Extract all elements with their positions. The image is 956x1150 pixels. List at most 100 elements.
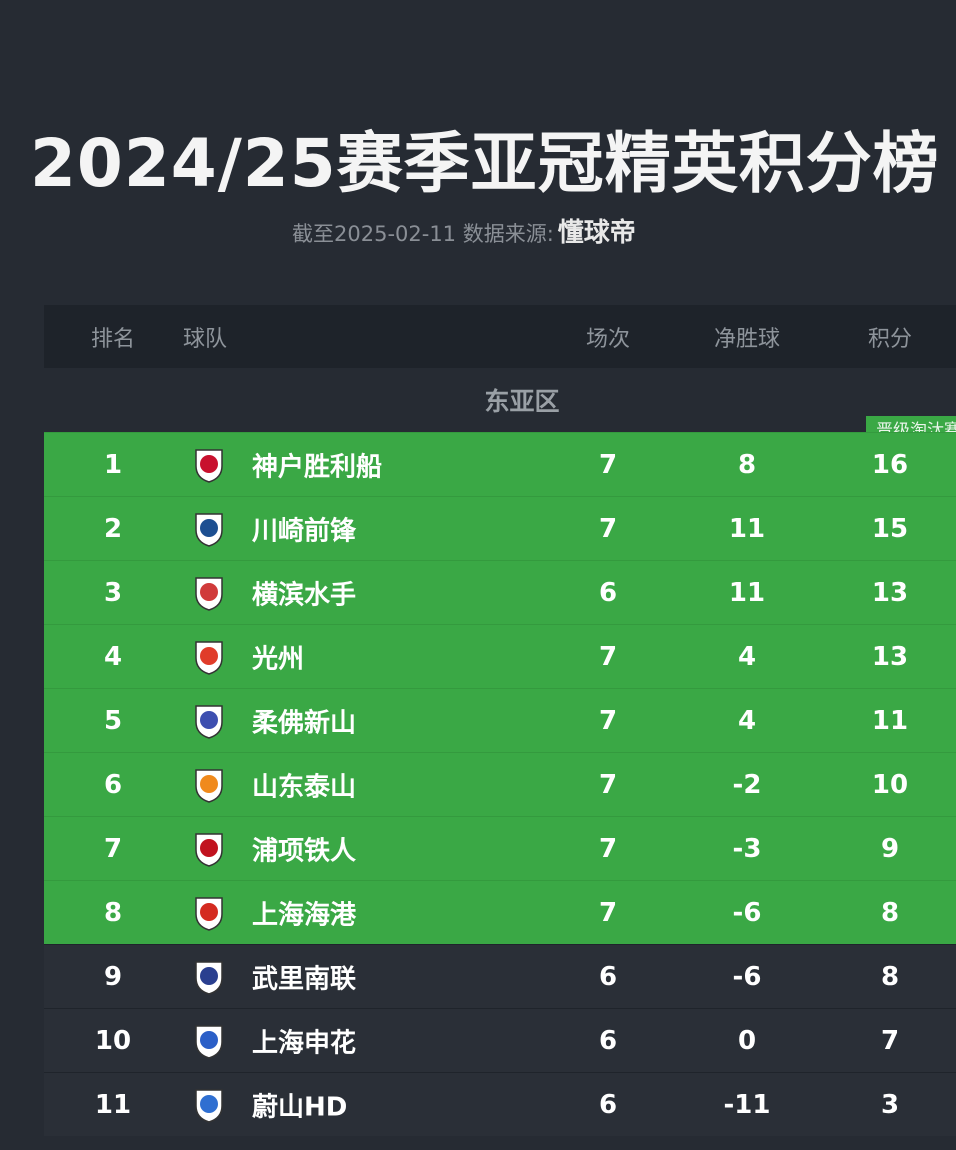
rank: 2 (103, 513, 123, 544)
points: 13 (871, 577, 909, 608)
rank: 10 (94, 1025, 132, 1056)
logo-emblem (200, 967, 218, 985)
team-logo (195, 513, 223, 547)
team-name: 柔佛新山 (252, 708, 357, 738)
played: 6 (598, 577, 618, 608)
points: 11 (871, 705, 909, 736)
rank: 7 (103, 833, 123, 864)
goal-difference: 4 (737, 641, 757, 672)
points: 8 (880, 961, 900, 992)
team-name: 蔚山HD (252, 1092, 348, 1122)
team-logo (195, 833, 223, 867)
table-row: 2 川崎前锋 7 11 15 (44, 496, 956, 560)
rank: 8 (103, 897, 123, 928)
title: 2024/25赛季亚冠精英积分榜 (30, 125, 940, 202)
rank: 4 (103, 641, 123, 672)
goal-difference: 4 (737, 705, 757, 736)
team-name: 神户胜利船 (252, 452, 383, 482)
team-name: 武里南联 (252, 964, 357, 994)
team-logo (195, 961, 223, 995)
rank: 6 (103, 769, 123, 800)
column-header: 排名 (90, 326, 136, 352)
table-row: 7 浦项铁人 7 -3 9 (44, 816, 956, 880)
column-header: 球队 (183, 326, 228, 352)
team-logo (195, 1025, 223, 1059)
goal-difference: 11 (728, 513, 766, 544)
team-logo (195, 705, 223, 739)
table-row: 3 横滨水手 6 11 13 (44, 560, 956, 624)
column-header: 积分 (867, 326, 913, 352)
column-header: 净胜球 (713, 326, 781, 352)
team-logo (195, 769, 223, 803)
team-name: 上海申花 (252, 1028, 357, 1058)
logo-emblem (200, 647, 218, 665)
points: 9 (880, 833, 900, 864)
table-row: 1 神户胜利船 7 8 16 (44, 432, 956, 496)
standings-table: 排名 球队 场次 净胜球 积分 东亚区 晋级淘汰赛 1 神户胜利船 7 8 16 2 川崎前… (44, 305, 956, 1136)
logo-emblem (200, 903, 218, 921)
played: 7 (598, 897, 618, 928)
team-name: 上海海港 (252, 900, 357, 930)
team-name: 光州 (252, 644, 305, 674)
played: 7 (598, 833, 618, 864)
goal-difference: -6 (732, 961, 762, 992)
played: 7 (598, 641, 618, 672)
team-name: 浦项铁人 (252, 836, 357, 866)
played: 7 (598, 513, 618, 544)
team-name: 横滨水手 (252, 580, 357, 610)
team-name: 山东泰山 (252, 772, 357, 802)
goal-difference: -2 (732, 769, 762, 800)
points: 13 (871, 641, 909, 672)
team-logo (195, 641, 223, 675)
goal-difference: 8 (737, 449, 757, 480)
subtitle: 截至2025-02-11 数据来源: 懂球帝 (292, 212, 636, 249)
table-row: 11 蔚山HD 6 -11 3 (44, 1072, 956, 1136)
column-header: 场次 (585, 326, 631, 352)
played: 6 (598, 1089, 618, 1120)
team-logo (195, 1089, 223, 1123)
logo-emblem (200, 583, 218, 601)
logo-emblem (200, 839, 218, 857)
table-header: 排名 球队 场次 净胜球 积分 (44, 305, 956, 368)
team-logo (195, 897, 223, 931)
played: 7 (598, 769, 618, 800)
table-row: 10 上海申花 6 0 7 (44, 1008, 956, 1072)
points: 7 (880, 1025, 900, 1056)
logo-emblem (200, 711, 218, 729)
table-row: 9 武里南联 6 -6 8 (44, 944, 956, 1008)
zone-row: 东亚区 晋级淘汰赛 (44, 368, 956, 446)
rank: 11 (94, 1089, 132, 1120)
rank: 5 (103, 705, 123, 736)
source: 懂球帝 (557, 218, 636, 248)
logo-emblem (200, 519, 218, 537)
team-name: 川崎前锋 (252, 516, 357, 546)
rank: 9 (103, 961, 123, 992)
team-logo (195, 577, 223, 611)
points: 3 (880, 1089, 900, 1120)
logo-emblem (200, 775, 218, 793)
table-row: 6 山东泰山 7 -2 10 (44, 752, 956, 816)
played: 7 (598, 705, 618, 736)
played: 6 (598, 1025, 618, 1056)
logo-emblem (200, 455, 218, 473)
points: 15 (871, 513, 909, 544)
table-row: 4 光州 7 4 13 (44, 624, 956, 688)
goal-difference: -3 (732, 833, 762, 864)
played: 7 (598, 449, 618, 480)
rank: 1 (103, 449, 123, 480)
logo-emblem (200, 1031, 218, 1049)
goal-difference: 0 (737, 1025, 757, 1056)
goal-difference: -6 (732, 897, 762, 928)
points: 16 (871, 449, 909, 480)
goal-difference: -11 (723, 1089, 771, 1120)
points: 8 (880, 897, 900, 928)
zone-label: 东亚区 (484, 387, 560, 416)
points: 10 (871, 769, 909, 800)
table-row: 5 柔佛新山 7 4 11 (44, 688, 956, 752)
rank: 3 (103, 577, 123, 608)
goal-difference: 11 (728, 577, 766, 608)
table-row: 8 上海海港 7 -6 8 (44, 880, 956, 944)
subtitle-text: 截至2025-02-11 数据来源: (292, 222, 554, 246)
team-logo (195, 449, 223, 483)
